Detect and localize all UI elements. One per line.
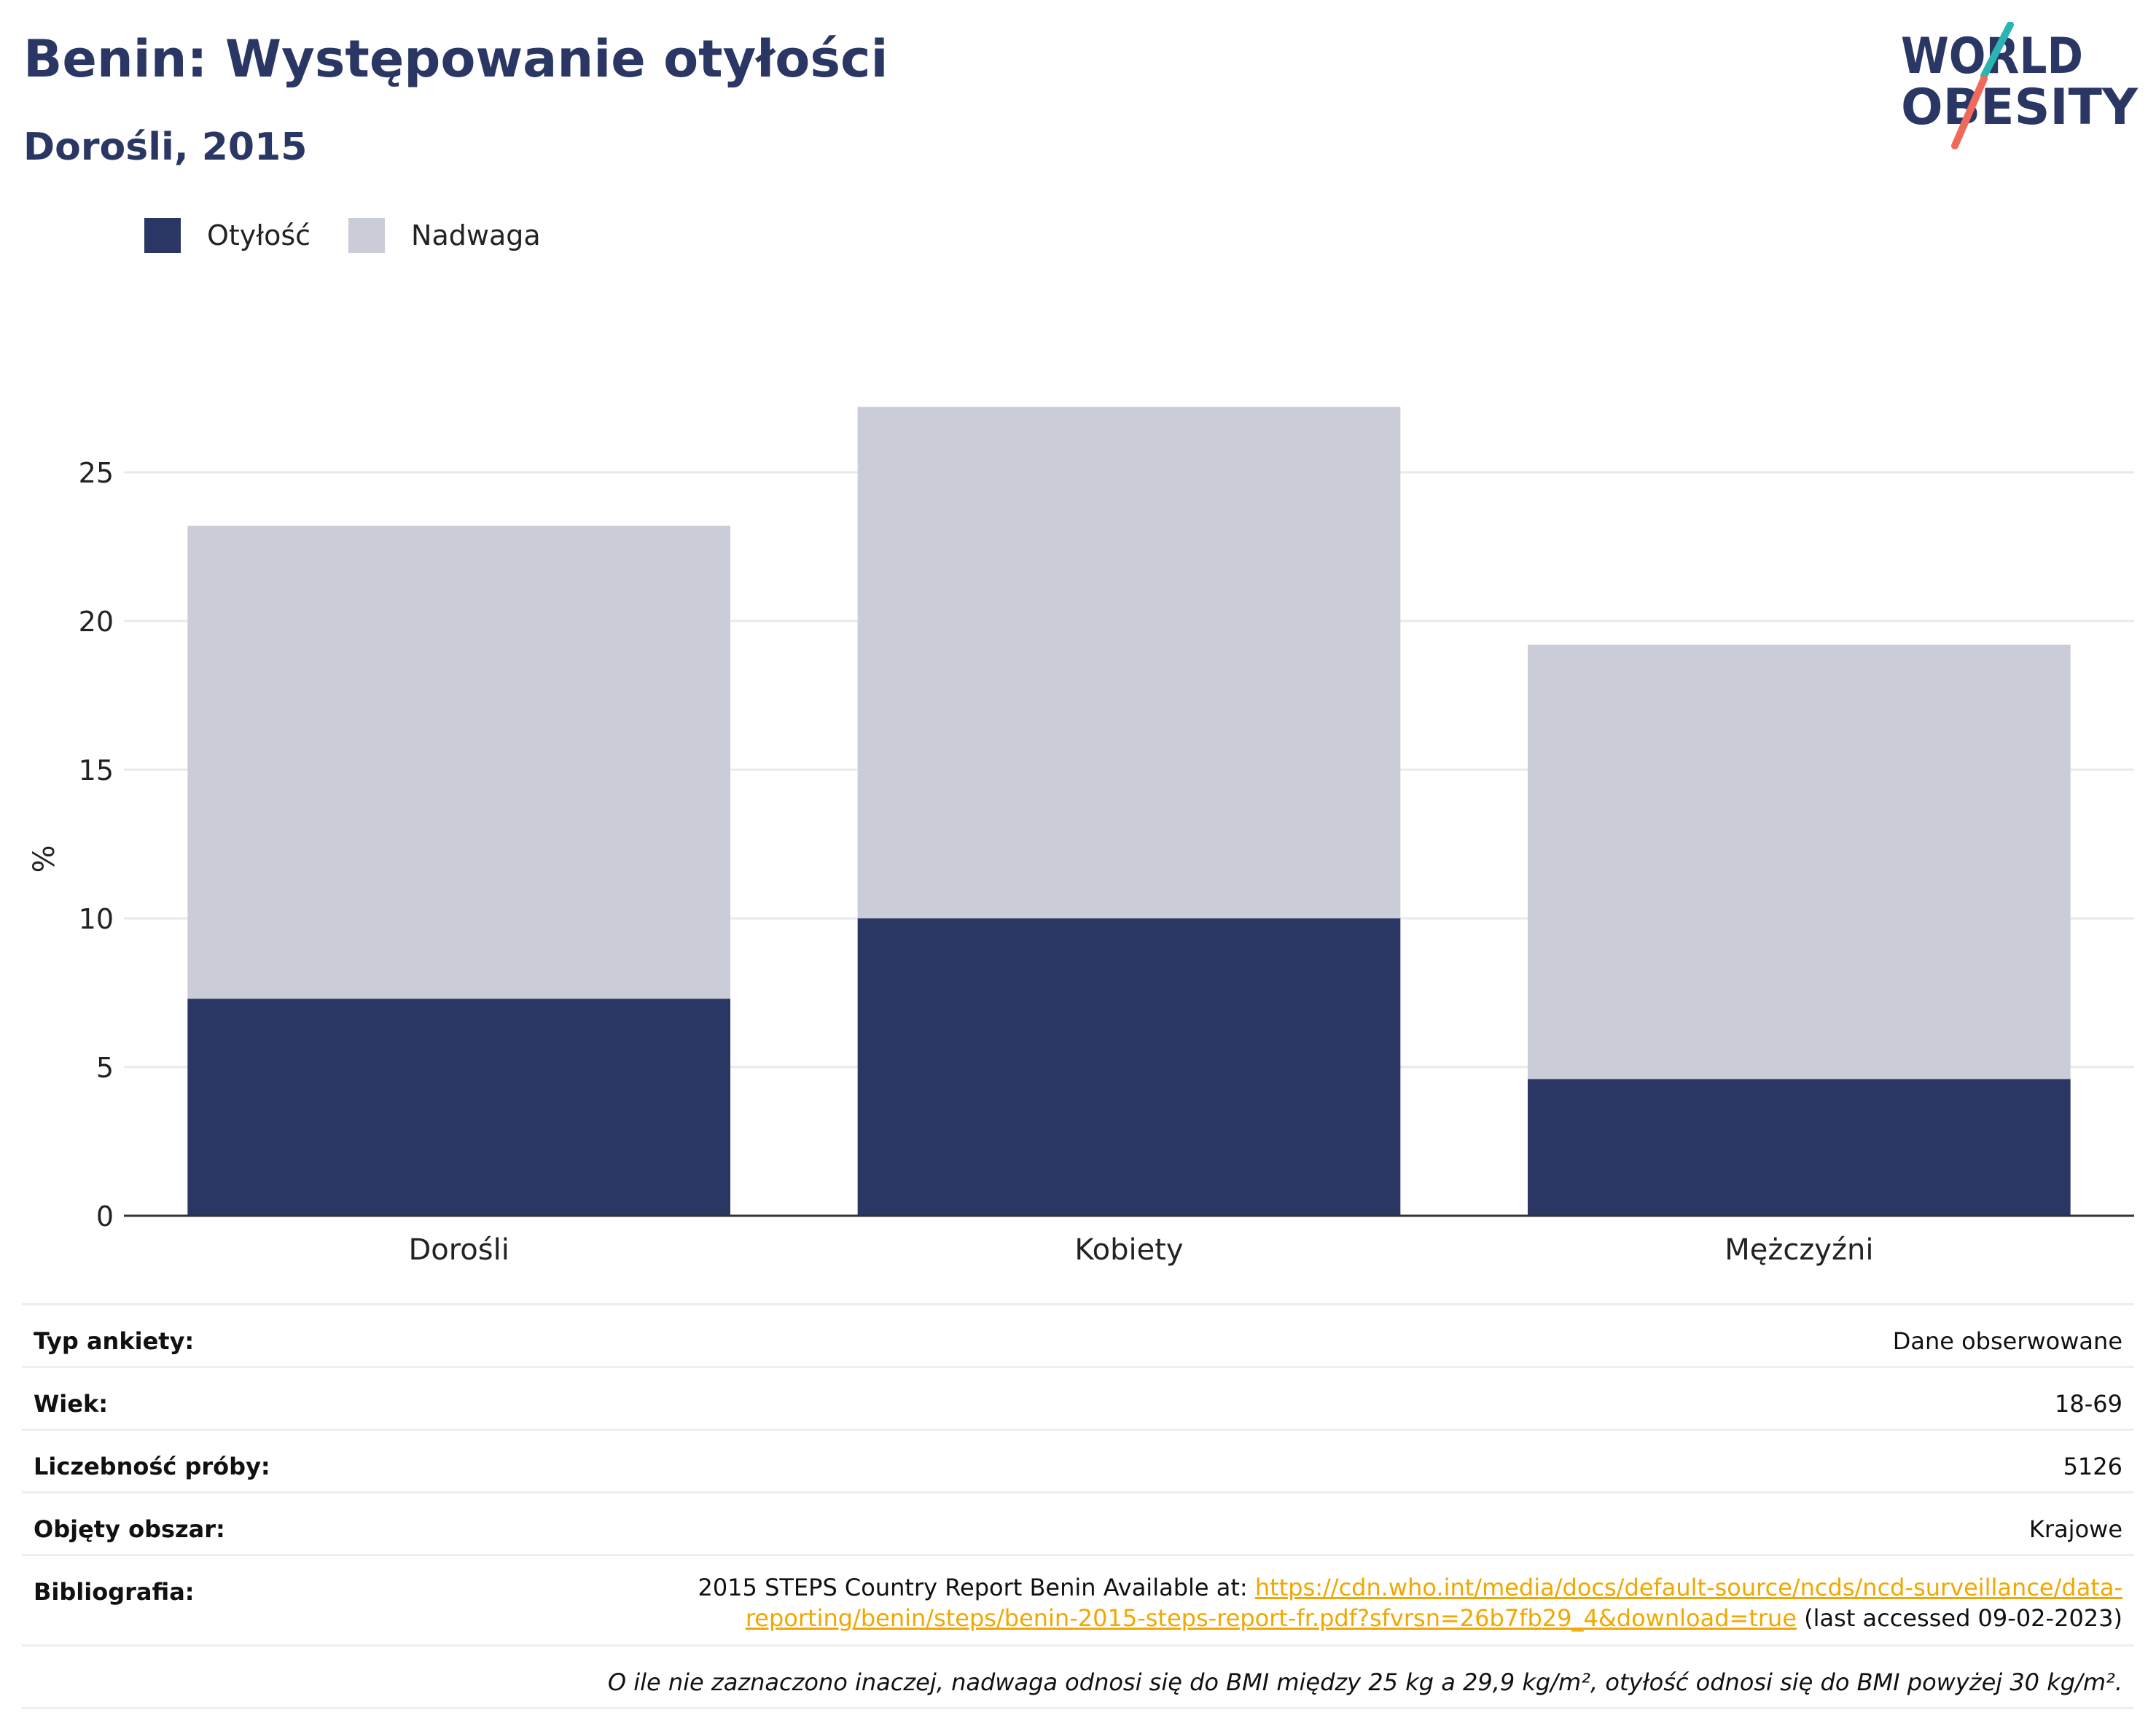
age-value: 18-69 xyxy=(2055,1390,2122,1418)
y-tick-label-5: 5 xyxy=(96,1052,114,1084)
bar-obesity-1 xyxy=(857,918,1401,1216)
logo-slash-coral xyxy=(1951,75,1988,149)
legend-label-overweight: Nadwaga xyxy=(411,219,541,251)
info-row-sample-size: Liczebność próby: 5126 xyxy=(22,1429,2134,1491)
survey-type-label: Typ ankiety: xyxy=(34,1327,195,1355)
legend-swatch-obesity xyxy=(144,218,181,253)
bibliography-prefix: 2015 STEPS Country Report Benin Availabl… xyxy=(698,1574,1255,1601)
bibliography-link-part-2[interactable]: reporting/benin/steps/benin-2015-steps-r… xyxy=(745,1604,1797,1632)
info-row-age: Wiek: 18-69 xyxy=(22,1366,2134,1429)
area-value: Krajowe xyxy=(2028,1515,2122,1543)
info-row-survey-type: Typ ankiety: Dane obserwowane xyxy=(22,1303,2134,1366)
info-row-footnote: O ile nie zaznaczono inaczej, nadwaga od… xyxy=(22,1644,2134,1709)
survey-info-table: Typ ankiety: Dane obserwowane Wiek: 18-6… xyxy=(22,1303,2134,1709)
x-tick-label-2: Mężczyźni xyxy=(1725,1233,1873,1267)
legend-item-overweight[interactable]: Nadwaga xyxy=(348,218,541,253)
bmi-footnote: O ile nie zaznaczono inaczej, nadwaga od… xyxy=(607,1668,2122,1696)
y-tick-label-15: 15 xyxy=(79,754,114,786)
chart-subtitle: Dorośli, 2015 xyxy=(23,125,308,169)
bibliography-value: 2015 STEPS Country Report Benin Availabl… xyxy=(698,1572,2122,1633)
x-tick-label-0: Dorośli xyxy=(408,1233,509,1267)
survey-type-value: Dane obserwowane xyxy=(1892,1327,2122,1355)
bar-obesity-0 xyxy=(187,999,730,1216)
sample-size-label: Liczebność próby: xyxy=(34,1453,270,1480)
bar-overweight-0 xyxy=(187,526,730,999)
legend-swatch-overweight xyxy=(348,218,386,253)
y-tick-label-0: 0 xyxy=(96,1200,114,1233)
bar-chart: 0 5 10 15 20 25% Dorośli Kobiety Mężczyźni xyxy=(28,407,2134,1267)
logo-line-2: OBESITY xyxy=(1901,79,2139,136)
y-tick-label-10: 10 xyxy=(79,903,114,935)
legend-item-obesity[interactable]: Otyłość xyxy=(144,218,310,253)
chart-title: Benin: Występowanie otyłości xyxy=(23,29,888,89)
bibliography-label: Bibliografia: xyxy=(34,1578,195,1606)
area-label: Objęty obszar: xyxy=(34,1515,225,1543)
chart-legend: Otyłość Nadwaga xyxy=(144,216,579,255)
bar-overweight-1 xyxy=(857,407,1401,918)
age-label: Wiek: xyxy=(34,1390,109,1418)
y-tick-label-20: 20 xyxy=(79,606,114,638)
y-axis-label: % xyxy=(28,845,61,872)
sample-size-value: 5126 xyxy=(2063,1453,2122,1480)
bar-overweight-2 xyxy=(1528,644,2071,1079)
legend-label-obesity: Otyłość xyxy=(207,219,311,251)
y-tick-label-25: 25 xyxy=(79,457,114,489)
logo-slash-teal xyxy=(1980,22,2014,79)
bibliography-suffix: (last accessed 09-02-2023) xyxy=(1797,1604,2122,1632)
info-row-bibliography: Bibliografia: 2015 STEPS Country Report … xyxy=(22,1554,2134,1644)
bar-obesity-2 xyxy=(1528,1079,2071,1216)
world-obesity-logo: WORLD OBESITY xyxy=(1901,22,2139,149)
info-row-area: Objęty obszar: Krajowe xyxy=(22,1491,2134,1554)
x-tick-label-1: Kobiety xyxy=(1074,1233,1183,1267)
bibliography-link-part-1[interactable]: https://cdn.who.int/media/docs/default-s… xyxy=(1254,1574,2122,1601)
